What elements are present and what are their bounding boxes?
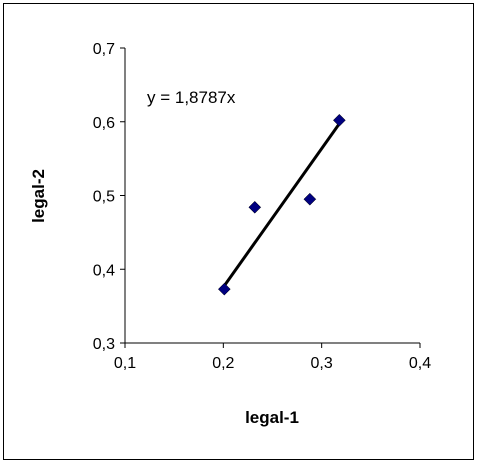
trendline-equation: y = 1,8787x [147, 88, 236, 107]
x-axis-title: legal-1 [245, 408, 299, 427]
x-tick-label: 0,2 [212, 355, 234, 372]
y-tick-label: 0,6 [93, 115, 115, 132]
trendline-group [223, 122, 341, 287]
tick-group: 0,3 0,4 0,5 0,6 0,7 0,1 0,2 0,3 0,4 [93, 41, 431, 372]
chart-frame [3, 3, 474, 460]
data-points-group [217, 113, 346, 296]
data-point [333, 113, 346, 127]
data-point [248, 200, 262, 214]
data-point [303, 192, 317, 206]
x-tick-label: 0,1 [114, 355, 136, 372]
trendline [223, 122, 341, 287]
x-tick-label: 0,4 [409, 355, 431, 372]
data-point [217, 282, 231, 296]
y-tick-label: 0,4 [93, 262, 115, 279]
y-tick-label: 0,3 [93, 336, 115, 353]
y-tick-label: 0,7 [93, 41, 115, 58]
y-tick-label: 0,5 [93, 189, 115, 206]
y-axis-title: legal-2 [29, 169, 48, 223]
x-tick-label: 0,3 [311, 355, 333, 372]
